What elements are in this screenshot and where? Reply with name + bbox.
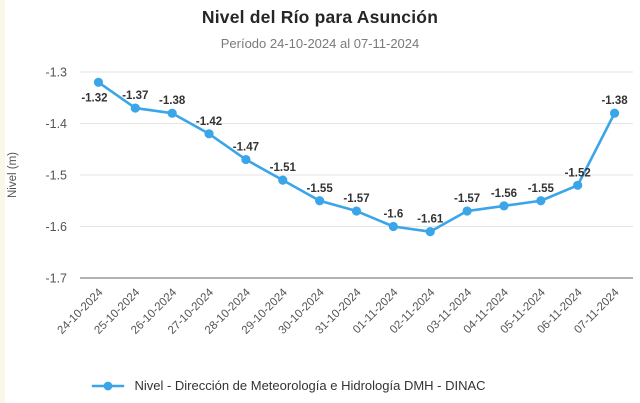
y-tick-label: -1.6 [45, 220, 67, 234]
data-point-label: -1.55 [528, 183, 555, 195]
data-point-label: -1.56 [491, 188, 517, 200]
data-point-label: -1.51 [270, 162, 297, 174]
legend-item[interactable]: Nivel - Dirección de Meteorología e Hidr… [0, 378, 640, 393]
data-point-label: -1.38 [601, 95, 628, 107]
data-point[interactable] [388, 221, 398, 232]
data-point[interactable] [315, 196, 325, 206]
data-point-label: -1.57 [343, 193, 369, 205]
data-point-label: -1.47 [233, 142, 259, 154]
data-point-label: -1.42 [196, 116, 222, 128]
data-point-label: -1.52 [565, 167, 591, 179]
data-point[interactable] [609, 108, 620, 118]
data-point-label: -1.6 [383, 209, 403, 221]
y-tick-label: -1.7 [45, 272, 67, 286]
chart-title: Nivel del Río para Asunción [201, 7, 439, 27]
data-point[interactable] [278, 175, 288, 185]
data-point[interactable] [351, 206, 362, 216]
y-tick-label: -1.5 [45, 169, 67, 183]
data-point-label: -1.55 [307, 183, 334, 195]
y-tick-label: -1.4 [45, 117, 67, 131]
left-edge-strip [0, 0, 5, 403]
chart-subtitle: Período 24-10-2024 al 07-11-2024 [220, 36, 420, 51]
data-point-label: -1.38 [159, 95, 186, 107]
data-point-label: -1.37 [122, 90, 148, 102]
data-point[interactable] [93, 77, 104, 87]
data-point-label: -1.32 [81, 92, 107, 104]
data-point[interactable] [573, 180, 583, 190]
data-point[interactable] [499, 201, 509, 211]
data-point[interactable] [167, 108, 177, 118]
data-point[interactable] [241, 154, 251, 165]
y-axis-title: Nivel (m) [7, 152, 19, 198]
y-tick-label: -1.3 [45, 66, 67, 80]
data-point-label: -1.57 [454, 193, 480, 205]
data-point[interactable] [130, 103, 140, 113]
data-point[interactable] [462, 206, 472, 216]
data-point-label: -1.61 [417, 214, 444, 226]
data-point[interactable] [536, 196, 546, 206]
data-point[interactable] [204, 129, 214, 139]
legend-label: Nivel - Dirección de Meteorología e Hidr… [134, 378, 486, 393]
data-point[interactable] [425, 227, 435, 237]
legend-line-marker-icon [92, 381, 125, 390]
